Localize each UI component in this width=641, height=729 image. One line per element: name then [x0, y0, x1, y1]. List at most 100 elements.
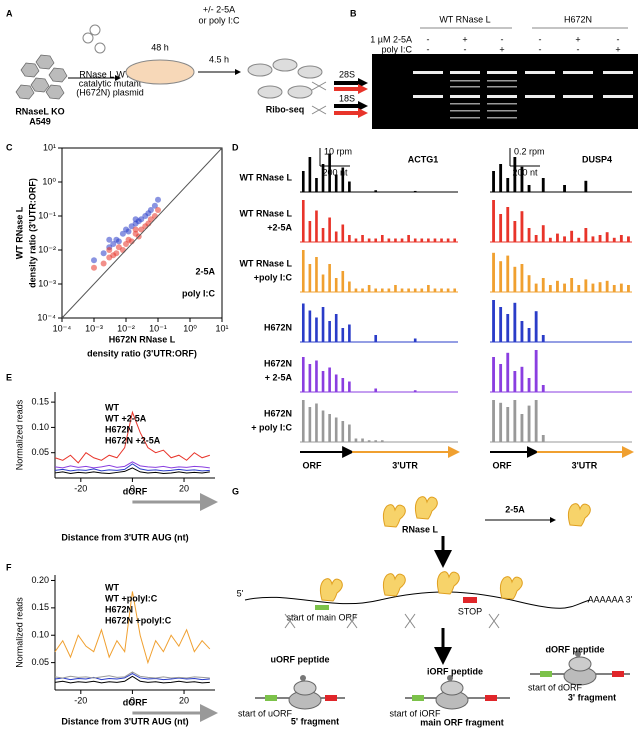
coverage-bar	[492, 357, 495, 392]
coverage-bar	[627, 285, 630, 292]
cell-icon	[35, 54, 55, 70]
label: -	[577, 44, 580, 54]
point	[106, 236, 113, 243]
cell-icon	[20, 62, 40, 78]
coverage-bar	[541, 278, 545, 292]
point	[155, 196, 161, 203]
coverage-bar	[563, 236, 566, 242]
annotation: dORF	[123, 486, 148, 496]
point	[147, 216, 154, 223]
legend-entry: WT +2-5A	[105, 413, 147, 423]
coverage-bar	[446, 288, 450, 292]
legend-entry: H672N +2-5A	[105, 435, 161, 445]
point	[119, 230, 126, 237]
coverage-bar	[591, 236, 595, 242]
track-label: H672N	[264, 408, 292, 418]
fragment-band	[487, 117, 517, 119]
x-tick-label: 10⁰	[183, 323, 197, 333]
coverage-bar	[367, 285, 371, 292]
orf-start	[315, 605, 329, 610]
coverage-bar	[513, 302, 517, 342]
coverage-bar	[374, 388, 378, 392]
coverage-bar	[492, 300, 495, 342]
label: +/- 2-5A	[203, 4, 235, 14]
panel-letter: F	[6, 562, 12, 572]
coverage-bar	[446, 238, 450, 242]
coverage-bar	[584, 180, 588, 192]
coverage-bar	[453, 238, 457, 242]
scale-label: 200 nt	[512, 167, 538, 177]
track-label: + 2-5A	[265, 372, 293, 382]
coverage-bar	[598, 282, 602, 292]
rnase-l	[382, 573, 406, 597]
band	[525, 71, 555, 74]
point	[132, 226, 139, 233]
rnase-l	[382, 504, 406, 528]
coverage-bar	[541, 385, 545, 392]
coverage-bar	[556, 233, 559, 242]
coverage-bar	[605, 232, 609, 242]
coverage-bar	[541, 435, 545, 442]
coverage-bar	[548, 237, 552, 242]
coverage-bar	[520, 414, 524, 442]
y-tick-label: 0.20	[31, 575, 49, 585]
panel-letter: D	[232, 142, 239, 152]
coverage-bar	[354, 238, 358, 242]
point	[91, 264, 97, 271]
coverage-bar	[361, 288, 364, 292]
band	[450, 71, 480, 74]
coverage-bar	[308, 221, 312, 242]
coverage-bar	[334, 231, 338, 242]
coverage-bar	[520, 166, 524, 192]
x-tick-label: 20	[179, 695, 189, 705]
coverage-bar	[334, 417, 338, 442]
dish	[125, 59, 195, 85]
coverage-bar	[506, 407, 510, 442]
coverage-bar	[367, 238, 371, 242]
coverage-bar	[499, 402, 503, 442]
rnase-l	[567, 503, 591, 527]
legend-entry: H672N +polyI:C	[105, 615, 172, 625]
coverage-bar	[387, 288, 391, 292]
coverage-bar	[301, 303, 305, 342]
coverage-bar	[354, 438, 358, 442]
y-axis-label: Normalized reads	[14, 597, 24, 668]
x-axis-label: density ratio (3'UTR:ORF)	[87, 348, 197, 358]
coverage-bar	[527, 328, 531, 342]
coverage-bar	[321, 228, 325, 242]
label: 2-5A	[505, 504, 525, 514]
dish-icon	[297, 65, 323, 79]
coverage-bar	[584, 228, 588, 242]
point	[147, 207, 154, 214]
coverage-bar	[440, 288, 443, 292]
point	[115, 238, 122, 245]
band	[563, 71, 593, 74]
track-label: H672N	[264, 358, 292, 368]
coverage-bar	[374, 190, 378, 192]
label: iORF peptide	[427, 666, 483, 676]
region-label: ORF	[493, 460, 513, 470]
point	[125, 228, 132, 235]
y-tick-label: 10¹	[43, 142, 56, 152]
scale-label: 0.2 rpm	[514, 146, 545, 156]
legend-entry: WT	[105, 402, 119, 412]
rrna-arrow	[334, 84, 368, 94]
coverage-bar	[427, 285, 430, 292]
y-axis-label: WT RNase L	[14, 206, 24, 259]
coverage-bar	[387, 238, 391, 242]
fragment-band	[450, 86, 480, 88]
coverage-bar	[453, 288, 457, 292]
coverage-bar	[433, 288, 437, 292]
coverage-bar	[308, 407, 312, 442]
coverage-bar	[308, 264, 312, 292]
label: WT RNase L	[439, 14, 490, 24]
x-tick-label: 20	[179, 483, 189, 493]
coverage-bar	[520, 321, 524, 342]
panel-letter: E	[6, 372, 12, 382]
ribosome	[568, 656, 592, 672]
coverage-bar	[315, 178, 318, 192]
coverage-bar	[506, 207, 510, 242]
coverage-bar	[506, 178, 510, 192]
x-tick-label: 10⁻⁴	[53, 323, 72, 333]
